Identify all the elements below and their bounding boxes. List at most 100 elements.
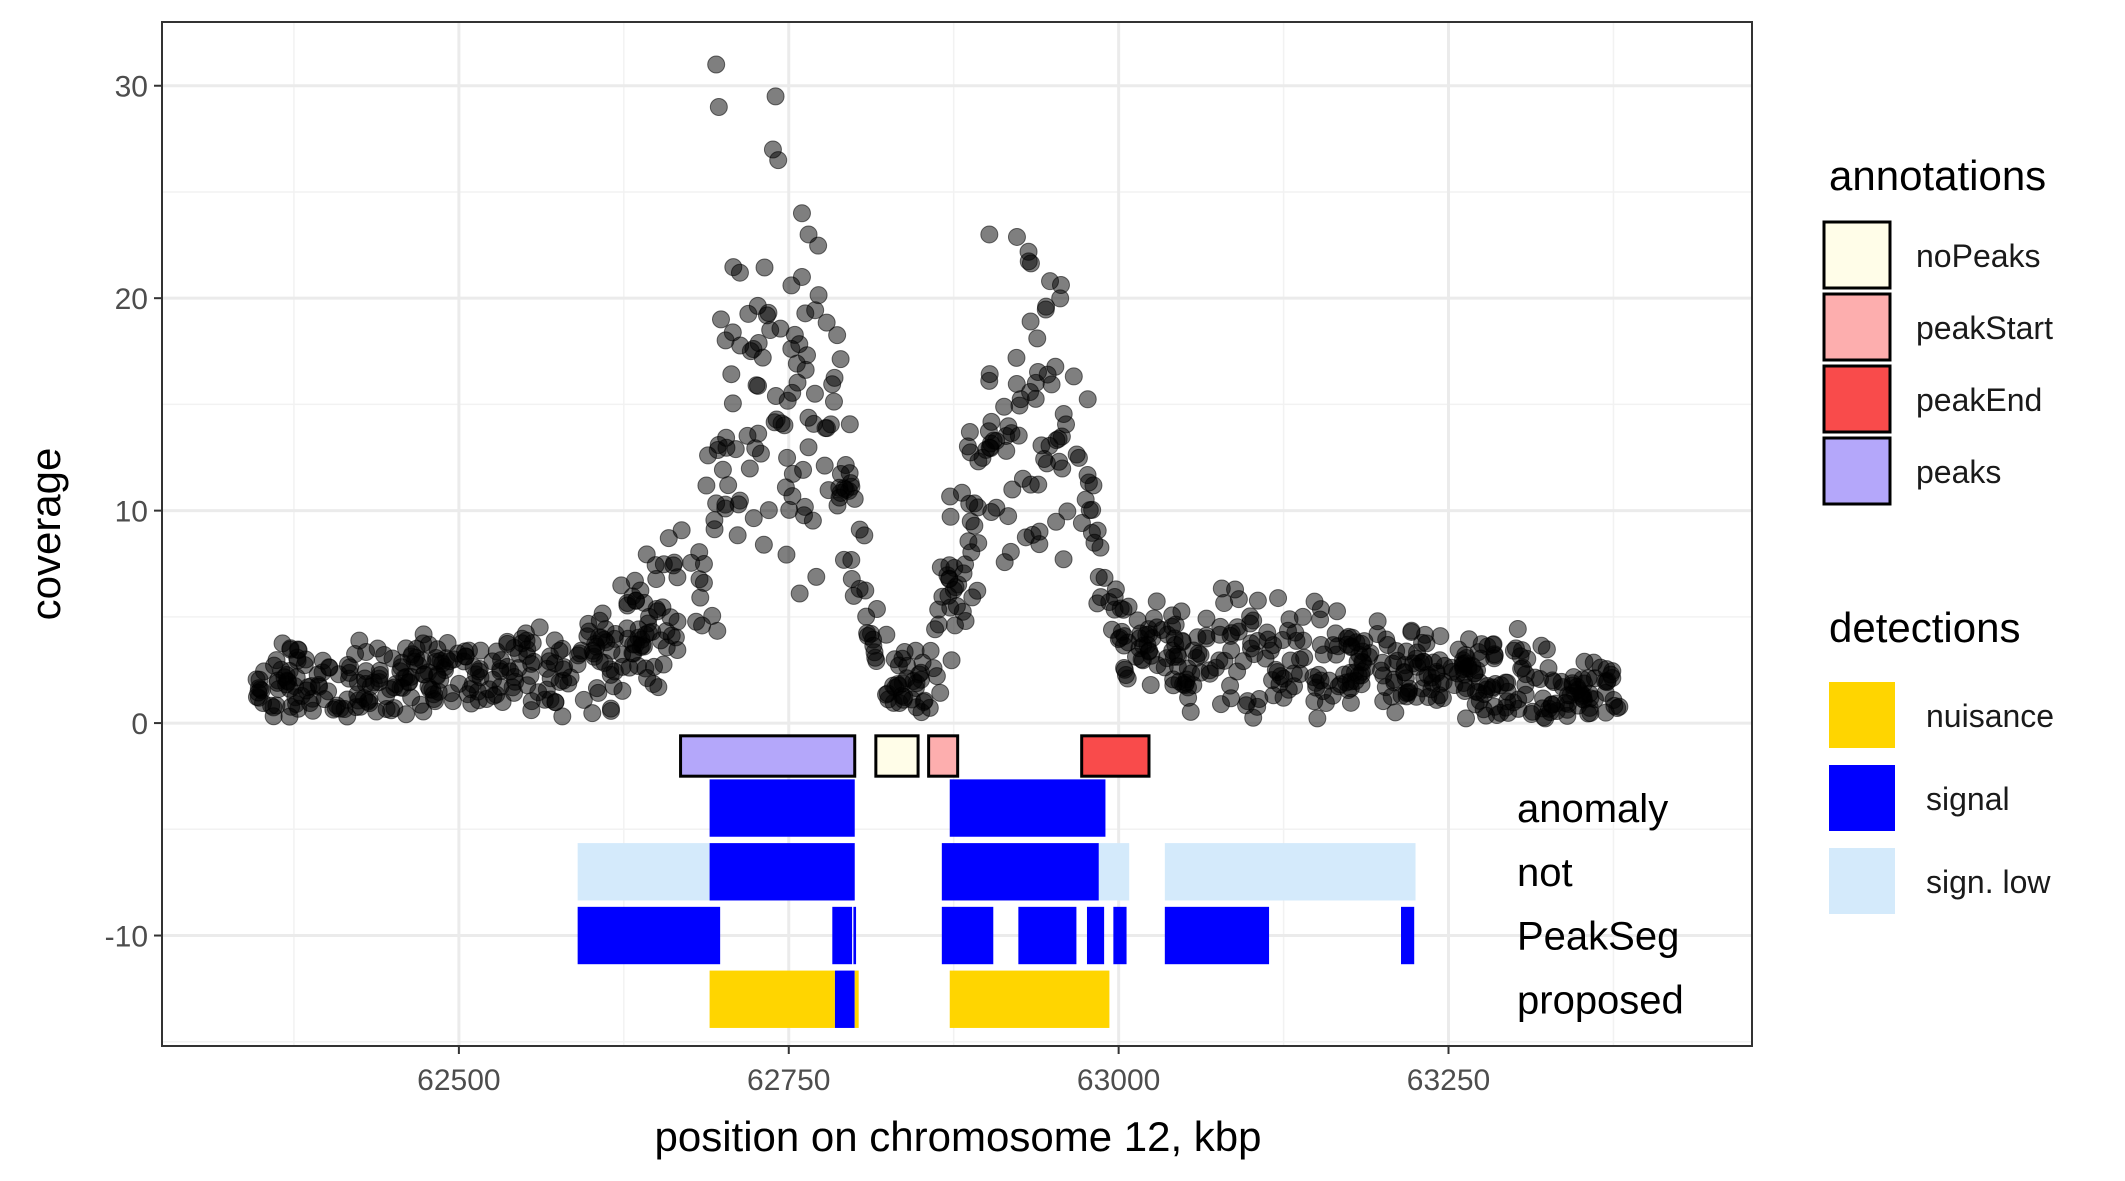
data-point [1222, 689, 1241, 708]
row-label-not: not [1517, 851, 1573, 895]
data-point [1007, 348, 1026, 367]
legend-label-peakstart: peakStart [1916, 310, 2053, 346]
data-point [999, 417, 1018, 436]
data-point [282, 697, 301, 716]
data-point [297, 681, 316, 700]
data-point [717, 428, 736, 447]
data-point [1603, 669, 1622, 688]
data-point [653, 598, 672, 617]
y-tick-label: -10 [105, 921, 148, 954]
detection-segment-signal [832, 906, 853, 965]
data-point [1368, 612, 1387, 631]
data-point [1028, 329, 1047, 348]
data-point [926, 620, 945, 639]
data-point [350, 631, 369, 650]
data-point [1506, 639, 1525, 658]
data-point [769, 151, 788, 170]
annotation-peakend [1080, 734, 1151, 778]
data-point [1191, 645, 1210, 664]
data-point [1197, 609, 1216, 628]
annotation-boxes [679, 734, 1151, 778]
data-point [1431, 627, 1450, 646]
data-point [654, 655, 673, 674]
data-point [1053, 459, 1072, 478]
data-point [995, 553, 1014, 572]
data-point [1007, 374, 1026, 393]
data-point [691, 588, 710, 607]
data-point [749, 376, 768, 395]
data-point [821, 415, 840, 434]
data-point [1504, 693, 1523, 712]
data-point [980, 225, 999, 244]
data-point [1508, 619, 1527, 638]
data-point [694, 555, 713, 574]
detection-segment-signal [577, 906, 703, 965]
data-point [1346, 672, 1365, 691]
data-point [785, 325, 804, 344]
detection-segment-signal [702, 906, 721, 965]
data-point [931, 558, 950, 577]
detection-segments [577, 779, 1416, 1028]
data-point [946, 578, 965, 597]
data-point [707, 55, 726, 74]
data-point [1085, 533, 1104, 552]
data-point [509, 659, 528, 678]
data-point [980, 438, 999, 457]
data-point [267, 651, 286, 670]
data-point [629, 620, 648, 639]
data-point [730, 263, 749, 282]
data-point [1457, 709, 1476, 728]
data-point [722, 365, 741, 384]
data-point [1256, 649, 1275, 668]
detections-legend-title: detections [1829, 604, 2020, 651]
data-point [428, 640, 447, 659]
data-point [787, 354, 806, 373]
data-point [960, 494, 979, 513]
data-point [1221, 626, 1240, 645]
data-point [1051, 289, 1070, 308]
data-point [1591, 658, 1610, 677]
data-point [840, 464, 859, 483]
data-point [1040, 436, 1059, 455]
data-point [313, 651, 332, 670]
data-point [809, 286, 828, 305]
data-point [1234, 652, 1253, 671]
data-point [613, 645, 632, 664]
data-point [1078, 466, 1097, 485]
data-point [965, 516, 984, 535]
data-point [340, 663, 359, 682]
data-point [1141, 675, 1160, 694]
data-point [894, 690, 913, 709]
data-point [1248, 697, 1267, 716]
data-point [699, 446, 718, 465]
data-point [877, 685, 896, 704]
data-point [1003, 480, 1022, 499]
data-point [772, 414, 791, 433]
data-point [828, 326, 847, 345]
data-point [574, 690, 593, 709]
data-point [694, 573, 713, 592]
data-point [1047, 512, 1066, 531]
data-point [963, 588, 982, 607]
coverage-points [247, 55, 1629, 728]
data-point [1400, 679, 1419, 698]
data-point [1115, 627, 1134, 646]
data-point [1386, 703, 1405, 722]
data-point [1029, 475, 1048, 494]
data-point [844, 586, 863, 605]
data-point [1416, 625, 1435, 644]
annotation-nopeaks [874, 734, 920, 778]
data-point [659, 529, 678, 548]
data-point [815, 456, 834, 475]
detection-segment-nuisance [854, 970, 859, 1028]
data-point [638, 669, 657, 688]
data-point [746, 439, 765, 458]
data-point [1311, 610, 1330, 629]
data-point [537, 680, 556, 699]
data-point [618, 593, 637, 612]
data-point [1608, 699, 1627, 718]
data-point [249, 679, 268, 698]
data-point [1241, 614, 1260, 633]
data-point [799, 438, 818, 457]
data-point [1010, 396, 1029, 415]
